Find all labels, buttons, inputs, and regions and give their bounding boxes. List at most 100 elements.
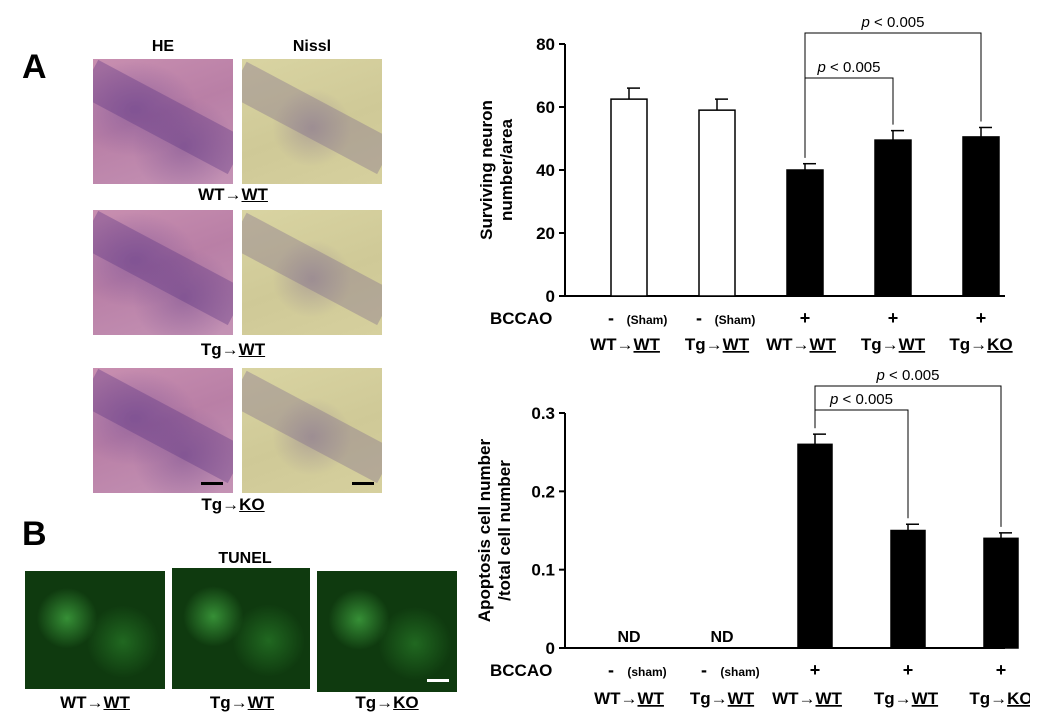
p-threshold: < 0.005 — [838, 391, 893, 408]
y-tick-label: 40 — [536, 161, 555, 180]
label-prefix: Tg→ — [685, 335, 723, 354]
x-tick-label: Tg→WT — [690, 689, 755, 708]
p-symbol: p — [876, 367, 885, 384]
y-axis-label: Surviving neuronnumber/area — [477, 100, 516, 240]
scale-bar — [352, 482, 374, 485]
tunel-header: TUNEL — [218, 550, 272, 567]
tunel-label-wt-wt: WT→WT — [60, 693, 130, 712]
label-prefix: Tg→ — [969, 689, 1007, 708]
tunel-micrograph-tg-ko — [317, 571, 457, 692]
nissl-micrograph-tg-ko — [242, 368, 382, 493]
bccao-sign: + — [903, 660, 914, 680]
p-value-label: p < 0.005 — [876, 367, 940, 384]
bccao-sign: - — [696, 308, 702, 328]
label-prefix: Tg→ — [949, 335, 987, 354]
label-recipient: WT — [634, 335, 661, 354]
sham-label: (Sham) — [715, 313, 756, 327]
label-recipient: WT — [728, 689, 755, 708]
label-prefix: Tg→ — [690, 689, 728, 708]
p-symbol: p — [829, 391, 838, 408]
label-recipient: WT — [912, 689, 939, 708]
significance-bracket — [804, 32, 982, 158]
sham-label: (sham) — [720, 665, 759, 679]
x-tick-label: WT→WT — [590, 335, 660, 354]
x-tick-label: Tg→KO — [949, 335, 1012, 354]
bar — [786, 169, 824, 297]
label-prefix: Tg→ — [874, 689, 912, 708]
label-prefix: WT→ — [772, 689, 815, 708]
tunel-label-tg-ko: Tg→KO — [355, 693, 419, 712]
label-prefix: Tg→ — [861, 335, 899, 354]
bccao-label: BCCAO — [490, 661, 552, 680]
label-prefix: WT→ — [766, 335, 809, 354]
x-tick-label: Tg→KO — [969, 689, 1030, 708]
bccao-sign: + — [996, 660, 1007, 680]
label-prefix: WT→ — [590, 335, 633, 354]
nissl-micrograph-wt-wt — [242, 59, 382, 184]
y-axis-label-line1: Surviving neuron — [477, 100, 496, 240]
label-recipient: WT — [816, 689, 843, 708]
y-axis-label-line2: number/area — [497, 118, 516, 221]
row-label-tg-wt: Tg→WT — [200, 340, 266, 359]
bar — [983, 537, 1019, 649]
label-recipient: KO — [1007, 689, 1030, 708]
bccao-sign: - — [608, 308, 614, 328]
label-recipient: WT — [810, 335, 837, 354]
nd-label: ND — [617, 629, 640, 646]
tunel-micrograph-wt-wt — [25, 571, 165, 689]
significance-bracket — [814, 385, 1002, 527]
p-threshold: < 0.005 — [826, 59, 881, 76]
scale-bar — [427, 679, 449, 682]
y-axis-label: Apoptosis cell number/total cell number — [475, 438, 514, 622]
y-tick-label: 0.2 — [531, 482, 555, 501]
p-symbol: p — [861, 14, 870, 31]
label-recipient: WT — [638, 689, 665, 708]
label-recipient: KO — [987, 335, 1013, 354]
x-tick-label: WT→WT — [766, 335, 836, 354]
bccao-sign: - — [701, 660, 707, 680]
sham-label: (Sham) — [627, 313, 668, 327]
y-tick-label: 60 — [536, 98, 555, 117]
panel-b-letter: B — [22, 515, 47, 553]
bccao-sign: + — [976, 308, 987, 328]
p-symbol: p — [817, 59, 826, 76]
p-value-label: p < 0.005 — [829, 391, 893, 408]
nissl-micrograph-tg-wt — [242, 210, 382, 335]
y-axis-label-line2: /total cell number — [495, 460, 514, 601]
x-tick-label: Tg→WT — [874, 689, 939, 708]
panel-a-letter: A — [22, 48, 47, 86]
bar — [797, 443, 833, 649]
row-label-tg-ko: Tg→KO — [201, 495, 265, 514]
nissl-column-header: Nissl — [292, 38, 332, 55]
x-tick-label: Tg→WT — [861, 335, 926, 354]
bccao-sign: + — [810, 660, 821, 680]
y-axis-label-line1: Apoptosis cell number — [475, 438, 494, 622]
he-micrograph-tg-wt — [93, 210, 233, 335]
bccao-sign: + — [800, 308, 811, 328]
he-column-header: HE — [151, 38, 175, 55]
he-micrograph-tg-ko — [93, 368, 233, 493]
nd-label: ND — [710, 629, 733, 646]
p-value-label: p < 0.005 — [861, 14, 925, 31]
bar — [874, 139, 912, 297]
y-tick-label: 80 — [536, 35, 555, 54]
bccao-label: BCCAO — [490, 309, 552, 328]
bar — [610, 98, 648, 297]
y-tick-label: 0.1 — [531, 561, 555, 580]
y-tick-label: 20 — [536, 224, 555, 243]
tunel-label-tg-wt: Tg→WT — [209, 693, 275, 712]
bar — [698, 109, 736, 297]
x-tick-label: WT→WT — [594, 689, 664, 708]
row-label-wt-wt: WT→WT — [198, 185, 268, 204]
label-prefix: WT→ — [594, 689, 637, 708]
surviving-neuron-chart: 0 20 40 60 80 Surviving neuronnumber/area p < … — [477, 14, 1013, 354]
bccao-sign: + — [888, 308, 899, 328]
p-threshold: < 0.005 — [885, 367, 940, 384]
label-recipient: WT — [723, 335, 750, 354]
x-tick-label: WT→WT — [772, 689, 842, 708]
tunel-micrograph-tg-wt — [172, 568, 310, 689]
bccao-sign: - — [608, 660, 614, 680]
p-value-label: p < 0.005 — [817, 59, 881, 76]
bar — [890, 529, 926, 649]
he-micrograph-wt-wt — [93, 59, 233, 184]
